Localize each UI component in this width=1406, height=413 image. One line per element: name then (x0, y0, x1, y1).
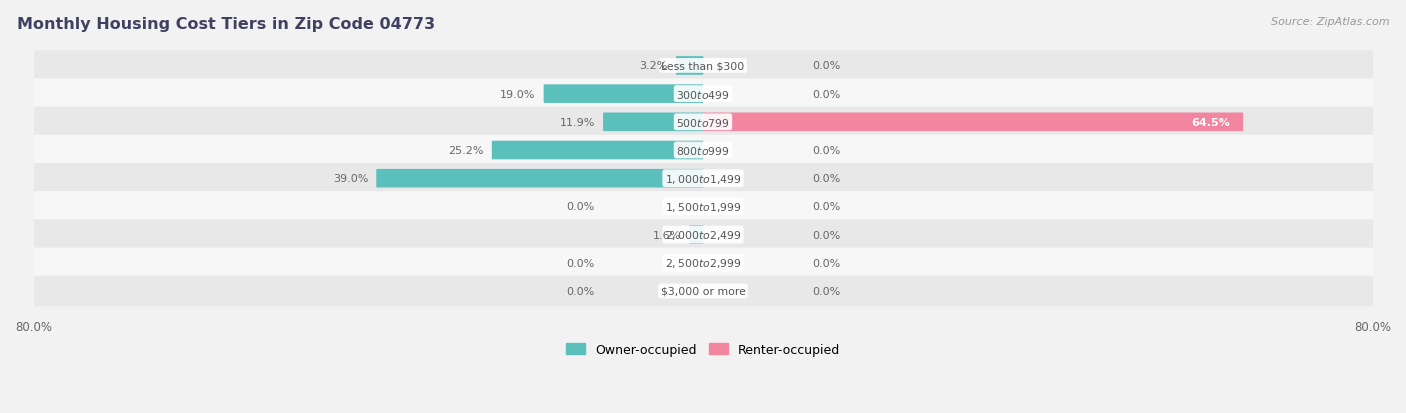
Text: 0.0%: 0.0% (811, 90, 839, 100)
Text: Less than $300: Less than $300 (661, 61, 745, 71)
Text: $300 to $499: $300 to $499 (676, 88, 730, 100)
Text: $1,500 to $1,999: $1,500 to $1,999 (665, 200, 741, 214)
Text: Monthly Housing Cost Tiers in Zip Code 04773: Monthly Housing Cost Tiers in Zip Code 0… (17, 17, 434, 31)
FancyBboxPatch shape (492, 141, 703, 160)
Text: Source: ZipAtlas.com: Source: ZipAtlas.com (1271, 17, 1389, 26)
Text: 0.0%: 0.0% (567, 202, 595, 212)
FancyBboxPatch shape (8, 276, 1398, 306)
FancyBboxPatch shape (8, 220, 1398, 250)
Text: 0.0%: 0.0% (811, 146, 839, 156)
Legend: Owner-occupied, Renter-occupied: Owner-occupied, Renter-occupied (561, 338, 845, 361)
Text: 19.0%: 19.0% (501, 90, 536, 100)
FancyBboxPatch shape (8, 79, 1398, 109)
Text: $800 to $999: $800 to $999 (676, 145, 730, 157)
FancyBboxPatch shape (8, 164, 1398, 194)
Text: 64.5%: 64.5% (1191, 118, 1230, 128)
FancyBboxPatch shape (8, 248, 1398, 278)
Text: 0.0%: 0.0% (811, 258, 839, 268)
Text: $2,000 to $2,499: $2,000 to $2,499 (665, 228, 741, 242)
FancyBboxPatch shape (676, 57, 703, 76)
FancyBboxPatch shape (544, 85, 703, 104)
FancyBboxPatch shape (377, 169, 703, 188)
Text: $500 to $799: $500 to $799 (676, 116, 730, 128)
FancyBboxPatch shape (8, 192, 1398, 222)
Text: $2,500 to $2,999: $2,500 to $2,999 (665, 256, 741, 270)
FancyBboxPatch shape (703, 113, 1243, 132)
FancyBboxPatch shape (8, 107, 1398, 138)
Text: 1.6%: 1.6% (652, 230, 682, 240)
Text: 3.2%: 3.2% (640, 61, 668, 71)
Text: 25.2%: 25.2% (449, 146, 484, 156)
Text: 0.0%: 0.0% (811, 61, 839, 71)
FancyBboxPatch shape (8, 51, 1398, 81)
Text: 0.0%: 0.0% (567, 258, 595, 268)
FancyBboxPatch shape (8, 135, 1398, 166)
Text: 0.0%: 0.0% (811, 286, 839, 296)
Text: $1,000 to $1,499: $1,000 to $1,499 (665, 172, 741, 185)
Text: 0.0%: 0.0% (567, 286, 595, 296)
Text: 39.0%: 39.0% (333, 174, 368, 184)
Text: 11.9%: 11.9% (560, 118, 595, 128)
FancyBboxPatch shape (689, 226, 703, 244)
FancyBboxPatch shape (603, 113, 703, 132)
Text: 0.0%: 0.0% (811, 174, 839, 184)
Text: 0.0%: 0.0% (811, 230, 839, 240)
Text: $3,000 or more: $3,000 or more (661, 286, 745, 296)
Text: 0.0%: 0.0% (811, 202, 839, 212)
